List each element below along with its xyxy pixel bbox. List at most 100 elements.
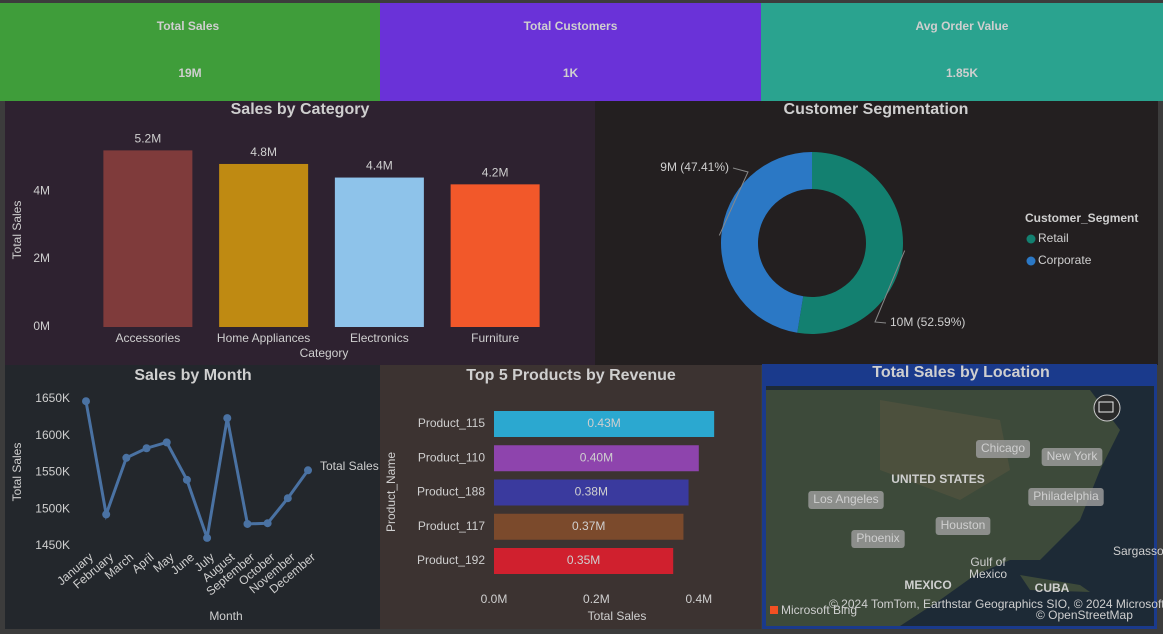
y-tick-label: 1650K xyxy=(35,391,70,405)
city-label: Phoenix xyxy=(856,531,899,545)
city-label: Houston xyxy=(941,518,986,532)
bar xyxy=(494,479,689,506)
y-tick-label: 2M xyxy=(33,251,50,265)
city-box xyxy=(935,517,991,535)
x-tick-label: Accessories xyxy=(116,331,181,345)
data-label: 0.35M xyxy=(567,553,600,567)
place-label: Gulf of xyxy=(970,555,1006,569)
point xyxy=(243,519,252,528)
chart-title: Total Sales by Location xyxy=(872,364,1050,381)
donut-slice xyxy=(797,152,904,334)
kpi-card xyxy=(761,3,1163,101)
city-label: New York xyxy=(1047,449,1099,463)
data-label: 9M (47.41%) xyxy=(660,160,729,174)
y-axis-title: Product_Name xyxy=(384,452,398,532)
y-tick-label: Product_115 xyxy=(418,416,485,430)
legend-label: Corporate xyxy=(1038,253,1092,267)
x-tick-label: Furniture xyxy=(471,331,519,345)
map-button[interactable] xyxy=(1093,394,1121,422)
x-tick-label: Home Appliances xyxy=(217,331,310,345)
bar xyxy=(334,177,424,327)
bar xyxy=(219,163,309,327)
kpi-value: 1.85K xyxy=(946,66,978,80)
point xyxy=(304,466,312,475)
data-label: 10M (52.59%) xyxy=(890,315,965,329)
kpi-title: Total Sales xyxy=(157,19,220,33)
leader-line xyxy=(718,167,749,236)
point xyxy=(102,510,111,519)
place-label: Mexico xyxy=(969,567,1007,581)
point xyxy=(142,444,151,453)
city-box xyxy=(975,440,1031,458)
map-land xyxy=(766,390,1120,626)
kpi-card xyxy=(380,3,761,101)
legend-label: Retail xyxy=(1038,231,1069,245)
legend-swatch xyxy=(1026,256,1036,266)
kpi-value: 1K xyxy=(563,66,579,80)
y-tick-label: 1550K xyxy=(35,465,70,479)
y-axis-title: Total Sales xyxy=(10,443,24,502)
map-osm: © OpenStreetMap xyxy=(1036,608,1133,622)
point xyxy=(283,494,292,503)
legend-swatch xyxy=(1026,234,1036,244)
chart-title: Sales by Category xyxy=(231,101,370,118)
data-label: 0.43M xyxy=(587,416,620,430)
x-axis-title: Month xyxy=(209,609,242,623)
city-label: Los Angeles xyxy=(813,492,878,506)
bar xyxy=(450,184,540,327)
data-label: 4.2M xyxy=(482,166,509,180)
city-box xyxy=(808,491,884,509)
map-attribution: © 2024 TomTom, Earthstar Geographics SIO… xyxy=(829,597,1163,611)
place-label: CUBA xyxy=(1035,581,1070,595)
x-tick-label: 0.4M xyxy=(685,592,712,606)
data-label: 4.4M xyxy=(366,159,393,173)
point xyxy=(82,397,90,406)
map-land xyxy=(1020,575,1090,592)
point xyxy=(223,414,232,423)
city-label: Chicago xyxy=(981,441,1025,455)
legend-title: Customer_Segment xyxy=(1025,211,1138,225)
kpi-value: 19M xyxy=(178,66,201,80)
data-label: 0.40M xyxy=(580,450,613,464)
data-label: 0.38M xyxy=(575,485,608,499)
chart-title: Top 5 Products by Revenue xyxy=(466,367,676,384)
kpi-title: Total Customers xyxy=(524,19,618,33)
y-tick-label: Product_117 xyxy=(418,519,485,533)
point xyxy=(122,453,131,462)
bar xyxy=(494,445,699,472)
map-terrain xyxy=(880,400,1010,500)
bar xyxy=(494,513,684,540)
city-label: Philadelphia xyxy=(1033,489,1099,503)
place-label: Sargasso S xyxy=(1113,544,1163,558)
y-tick-label: 1500K xyxy=(35,501,70,515)
data-label: 5.2M xyxy=(135,132,162,146)
x-tick-label: 0.2M xyxy=(583,592,610,606)
city-box xyxy=(1028,488,1104,506)
bar xyxy=(494,548,674,574)
place-label: MEXICO xyxy=(904,578,951,592)
point xyxy=(182,475,191,484)
point xyxy=(203,533,212,542)
y-tick-label: 4M xyxy=(33,183,50,197)
kpi-card xyxy=(0,3,380,101)
y-tick-label: 1450K xyxy=(35,538,70,552)
chart-title: Sales by Month xyxy=(134,367,251,384)
y-tick-label: Product_110 xyxy=(418,450,485,464)
donut-slice xyxy=(721,152,812,333)
bar xyxy=(103,150,193,327)
bar xyxy=(494,411,715,437)
leader-line xyxy=(874,250,906,324)
y-axis-title: Total Sales xyxy=(10,201,24,260)
x-axis-title: Category xyxy=(300,346,349,360)
place-label: UNITED STATES xyxy=(891,472,985,486)
city-box xyxy=(851,530,905,548)
y-tick-label: Product_192 xyxy=(417,553,485,567)
map-button-icon xyxy=(1098,401,1114,413)
chart-title: Customer Segmentation xyxy=(784,101,969,118)
series-label: Total Sales xyxy=(320,459,379,473)
map-brand: Microsoft Bing xyxy=(781,603,857,617)
data-label: 4.8M xyxy=(250,145,277,159)
y-tick-label: Product_188 xyxy=(417,485,485,499)
x-tick-label: Electronics xyxy=(350,331,409,345)
